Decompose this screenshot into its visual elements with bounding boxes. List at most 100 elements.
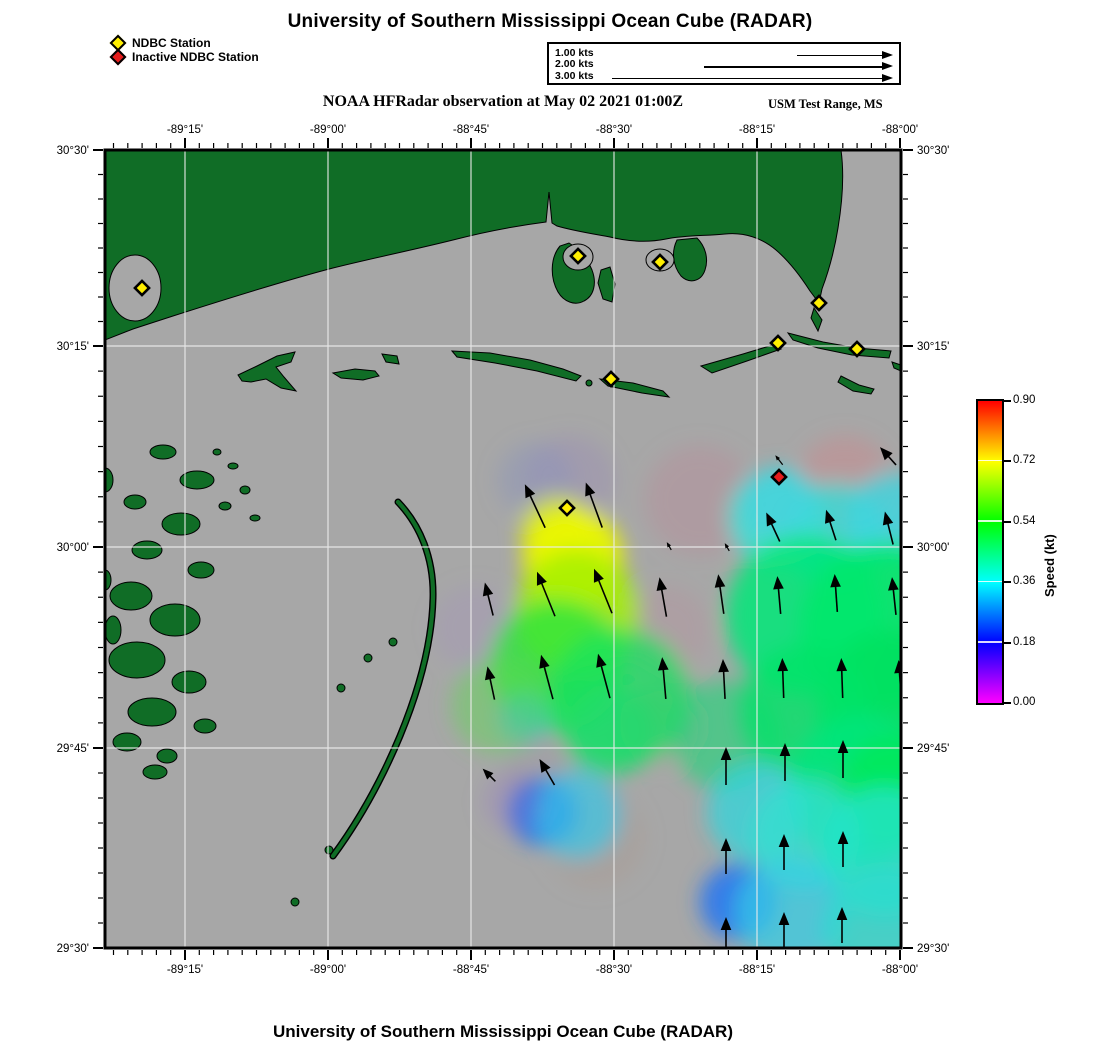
scale-arrow-head: [882, 62, 893, 70]
land: [810, 306, 823, 333]
current-arrow: [830, 574, 841, 613]
current-arrow: [836, 658, 848, 699]
speed-blob: [645, 445, 755, 555]
current-arrow: [482, 768, 496, 782]
current-arrow: [837, 740, 849, 778]
current-arrow: [596, 653, 611, 699]
land: [598, 378, 671, 398]
colorbar-gridline: [978, 580, 1002, 583]
islet: [336, 683, 346, 693]
marsh-island: [187, 561, 215, 579]
colorbar-gridline: [978, 459, 1002, 462]
ndbc-station-marker: [810, 294, 828, 312]
scale-row-label: 1.00 kts: [555, 46, 594, 59]
speed-blob: [533, 771, 621, 859]
land: [105, 150, 844, 341]
speed-blob: [735, 857, 845, 948]
colorbar-tick: [1004, 641, 1011, 644]
colorbar-tick: [1004, 460, 1011, 463]
current-arrow: [775, 455, 784, 466]
colorbar-gridline: [978, 520, 1002, 522]
station-diamond-icon: [109, 48, 127, 66]
scale-arrow-icon: [796, 50, 893, 60]
marsh-island: [142, 764, 168, 780]
current-arrow: [888, 577, 899, 615]
current-arrow: [836, 907, 848, 943]
marsh-island: [161, 512, 201, 536]
current-arrow: [879, 447, 897, 466]
ndbc-station-marker: [769, 334, 787, 352]
marsh-island: [212, 448, 222, 456]
land: [597, 266, 616, 303]
colorbar-tick-label: 0.72: [1013, 454, 1036, 467]
speed-blob: [743, 466, 815, 538]
speed-blob: [483, 772, 543, 832]
colorbar-tick: [1004, 520, 1011, 523]
islet: [324, 845, 334, 855]
y-axis-label-left: 29°30': [57, 943, 89, 955]
y-axis-label-right: 30°00': [917, 542, 949, 554]
current-arrow: [825, 509, 837, 541]
marsh-island: [179, 470, 215, 490]
current-arrow: [882, 511, 894, 545]
x-axis-label-bottom: -88°15': [739, 964, 775, 976]
map-interior: [105, 150, 901, 948]
current-arrow: [524, 484, 546, 529]
y-axis-label-left: 30°30': [57, 145, 89, 157]
current-arrow: [656, 577, 668, 617]
current-arrow: [482, 582, 494, 616]
current-arrow: [778, 834, 790, 870]
ndbc-station-marker: [651, 253, 669, 271]
current-arrow: [585, 482, 603, 528]
marsh-island: [105, 615, 122, 645]
land: [699, 343, 782, 374]
inactive-ndbc-station-marker: [770, 468, 788, 486]
region-label: USM Test Range, MS: [768, 97, 883, 111]
scale-arrow-icon: [703, 62, 893, 71]
x-axis-label-bottom: -89°00': [310, 964, 346, 976]
marsh-island: [149, 444, 177, 460]
legend-item-label: NDBC Station: [132, 36, 211, 50]
land: [891, 361, 901, 372]
ndbc-station-marker: [569, 247, 587, 265]
colorbar-gridline: [978, 641, 1002, 643]
marsh-island: [171, 670, 207, 694]
current-arrow: [779, 743, 791, 781]
scale-arrow-shaft: [704, 66, 884, 68]
marsh-island: [109, 581, 153, 611]
marsh-island: [239, 485, 251, 495]
land: [381, 353, 400, 365]
x-axis-label-top: -89°15': [167, 124, 203, 136]
speed-scale-key: 1.00 kts 2.00 kts 3.00 kts: [547, 42, 901, 85]
observation-subtitle: NOAA HFRadar observation at May 02 2021 …: [322, 93, 684, 110]
map-frame: [103, 148, 903, 950]
colorbar-axis-label: Speed (kt): [1042, 534, 1057, 597]
speed-blob: [565, 687, 655, 777]
marsh-island: [249, 514, 261, 522]
x-axis-label-top: -88°15': [739, 124, 775, 136]
ndbc-station-marker: [848, 340, 866, 358]
marsh-island: [149, 603, 201, 637]
y-axis-label-right: 30°15': [917, 341, 949, 353]
radar-map: -89°15' -89°15' -89°00' -89°00' -88°45' -88°4…: [57, 124, 950, 976]
marsh-island: [131, 540, 163, 560]
islet: [363, 653, 373, 663]
x-axis-label-bottom: -88°30': [596, 964, 632, 976]
colorbar-tick-label: 0.90: [1013, 394, 1036, 406]
current-arrow: [539, 759, 556, 786]
current-arrow: [539, 654, 554, 700]
speed-blob: [848, 473, 901, 563]
colorbar-tick-label: 0.18: [1013, 635, 1036, 648]
marsh-island: [112, 732, 142, 752]
land: [450, 350, 582, 382]
current-arrow: [720, 747, 732, 785]
x-axis-label-top: -89°00': [310, 124, 346, 136]
scale-row: 1.00 kts: [553, 46, 895, 60]
x-axis-label-bottom: -88°45': [453, 964, 489, 976]
land: [837, 375, 875, 395]
x-axis-label-bottom: -89°15': [167, 964, 203, 976]
marsh-island: [105, 467, 114, 493]
x-axis-label-top: -88°30': [596, 124, 632, 136]
y-axis-label-left: 29°45': [57, 743, 89, 755]
current-arrow: [720, 917, 732, 948]
